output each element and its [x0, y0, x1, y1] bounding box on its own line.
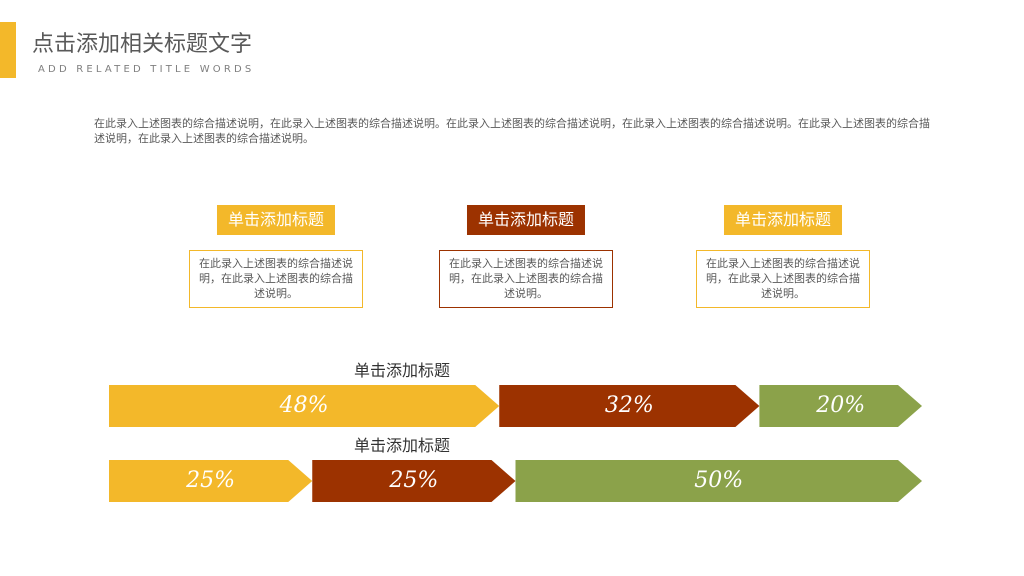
- bar-segment: [499, 385, 760, 427]
- value-label: 20%: [815, 393, 865, 418]
- bar-segment: [109, 385, 500, 427]
- value-label: 32%: [605, 393, 654, 418]
- value-label: 25%: [185, 468, 235, 493]
- title: 点击添加相关标题文字: [32, 32, 253, 57]
- row-title: 单击添加标题: [354, 361, 450, 380]
- row-title: 单击添加标题: [354, 436, 450, 455]
- card-text: 在此录入上述图表的综合描述说明，在此录入上述图表的综合描述说明。: [189, 250, 363, 308]
- card-text: 在此录入上述图表的综合描述说明，在此录入上述图表的综合描述说明。: [439, 250, 613, 308]
- subtitle: ADD RELATED TITLE WORDS: [38, 64, 255, 75]
- value-label: 48%: [279, 393, 329, 418]
- bar-segment: [312, 460, 516, 502]
- bar-segment: [515, 460, 922, 502]
- card-title: 单击添加标题: [466, 205, 586, 235]
- value-label: 25%: [388, 468, 438, 493]
- bar-segment: [109, 460, 313, 502]
- card-title: 单击添加标题: [723, 205, 843, 235]
- bar-segment: [759, 385, 922, 427]
- description: 在此录入上述图表的综合描述说明，在此录入上述图表的综合描述说明。在此录入上述图表…: [94, 117, 930, 145]
- card-text: 在此录入上述图表的综合描述说明，在此录入上述图表的综合描述说明。: [696, 250, 870, 308]
- accent-bar: [0, 22, 16, 78]
- value-label: 50%: [694, 468, 743, 493]
- card-title: 单击添加标题: [216, 205, 336, 235]
